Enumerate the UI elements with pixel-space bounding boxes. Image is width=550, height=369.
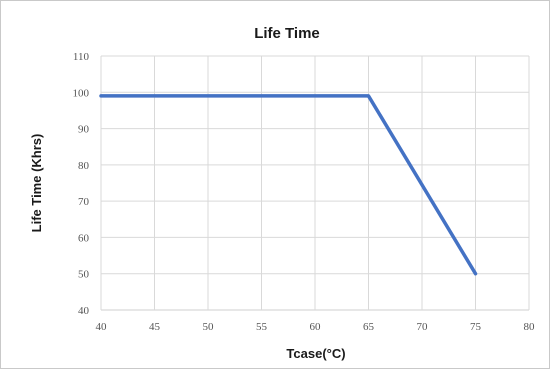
chart-title: Life Time	[254, 25, 320, 42]
y-tick-label: 60	[78, 232, 90, 244]
x-axis-label: Tcase(°C)	[286, 346, 345, 361]
grid	[100, 55, 530, 311]
y-tick-label: 90	[78, 124, 90, 136]
x-tick-label: 65	[363, 321, 375, 333]
y-tick-label: 50	[78, 269, 90, 281]
y-tick-label: 80	[78, 160, 90, 172]
x-tick-label: 60	[310, 321, 322, 333]
x-tick-label: 50	[203, 321, 215, 333]
y-tick-label: 100	[73, 87, 90, 99]
tick-labels: 40 50 60 70 80 90 100 110 40 45 50 55 60 65 70 75 80	[73, 51, 536, 333]
x-tick-label: 55	[256, 321, 268, 333]
x-tick-label: 75	[470, 321, 482, 333]
y-tick-label: 40	[78, 305, 90, 317]
series-line	[99, 94, 478, 276]
y-axis-label: Life Time (Khrs)	[29, 134, 44, 233]
x-tick-label: 40	[96, 321, 108, 333]
x-tick-label: 80	[524, 321, 536, 333]
x-tick-label: 70	[417, 321, 429, 333]
x-tick-label: 45	[149, 321, 161, 333]
y-tick-label: 110	[73, 51, 90, 63]
series-lines	[99, 94, 478, 276]
y-tick-label: 70	[78, 196, 90, 208]
